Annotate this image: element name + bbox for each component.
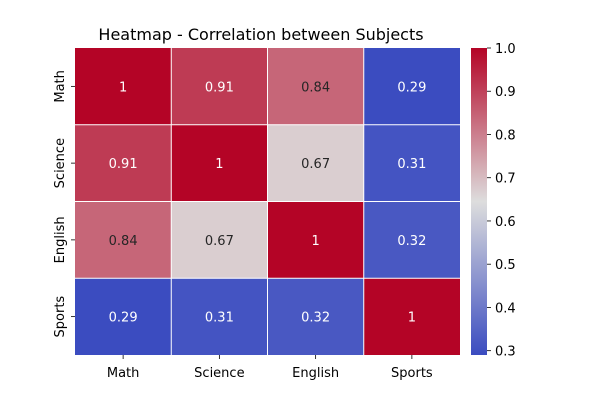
cell-value-label: 0.31 (205, 311, 234, 326)
cell-value-label: 0.84 (109, 234, 138, 249)
heatmap-cell (267, 124, 364, 202)
colorbar-tick-label: 1.0 (495, 42, 516, 57)
colorbar-tick-label: 0.4 (495, 301, 516, 316)
x-tick-label: English (292, 366, 339, 381)
heatmap-cell (75, 124, 172, 202)
heatmap-cell (171, 124, 268, 202)
cell-value-label: 0.67 (301, 157, 330, 172)
colorbar-tick-label: 0.7 (495, 172, 516, 187)
x-tick-label: Sports (391, 366, 433, 381)
y-tick-label: Sports (53, 296, 68, 338)
colorbar-tick-label: 0.6 (495, 215, 516, 230)
colorbar-tick-label: 0.9 (495, 85, 516, 100)
cell-value-label: 0.91 (109, 157, 138, 172)
heatmap-cell (171, 201, 268, 279)
cell-value-label: 1 (215, 157, 223, 172)
colorbar: 0.3 0.4 0.5 0.6 0.7 0.8 0.9 1.0 (471, 42, 516, 360)
x-axis-ticks: Math Science English Sports (107, 355, 433, 381)
chart-title: Heatmap - Correlation between Subjects (98, 25, 423, 44)
colorbar-tick-label: 0.8 (495, 128, 516, 143)
heatmap-cell (171, 48, 268, 125)
cell-value-label: 0.91 (205, 80, 234, 95)
cell-value-label: 0.29 (109, 311, 138, 326)
cell-value-label: 0.32 (301, 311, 330, 326)
heatmap-cell (363, 48, 460, 125)
y-tick-label: Science (53, 138, 68, 188)
colorbar-tick-label: 0.3 (495, 345, 516, 360)
heatmap-cell (267, 278, 364, 355)
heatmap-cell (75, 278, 172, 355)
heatmap-cell (171, 278, 268, 355)
heatmap-cell (75, 201, 172, 279)
x-tick-label: Science (194, 366, 244, 381)
cell-value-label: 0.29 (397, 80, 426, 95)
heatmap-cell (363, 201, 460, 279)
heatmap-cell (363, 278, 460, 355)
y-tick-label: Math (53, 70, 68, 103)
cell-value-label: 0.32 (397, 234, 426, 249)
cell-value-label: 0.31 (397, 157, 426, 172)
heatmap-cell (267, 48, 364, 125)
heatmap-cells (75, 48, 460, 355)
heatmap-cell (363, 124, 460, 202)
colorbar-tick-label: 0.5 (495, 258, 516, 273)
cell-value-label: 1 (119, 80, 127, 95)
y-tick-label: English (53, 216, 68, 263)
heatmap-gridlines (75, 48, 460, 355)
heatmap-cell-labels: 1 0.91 0.84 0.29 0.91 1 0.67 0.31 0.84 0.67 1 0.32 0… (109, 80, 427, 325)
cell-value-label: 1 (408, 311, 416, 326)
cell-value-label: 0.67 (205, 234, 234, 249)
x-tick-label: Math (107, 366, 140, 381)
y-axis-ticks: Math Science English Sports (53, 70, 75, 337)
heatmap-cell (267, 201, 364, 279)
heatmap-cell (75, 48, 172, 125)
cell-value-label: 0.84 (301, 80, 330, 95)
colorbar-gradient (471, 48, 487, 355)
cell-value-label: 1 (311, 234, 319, 249)
